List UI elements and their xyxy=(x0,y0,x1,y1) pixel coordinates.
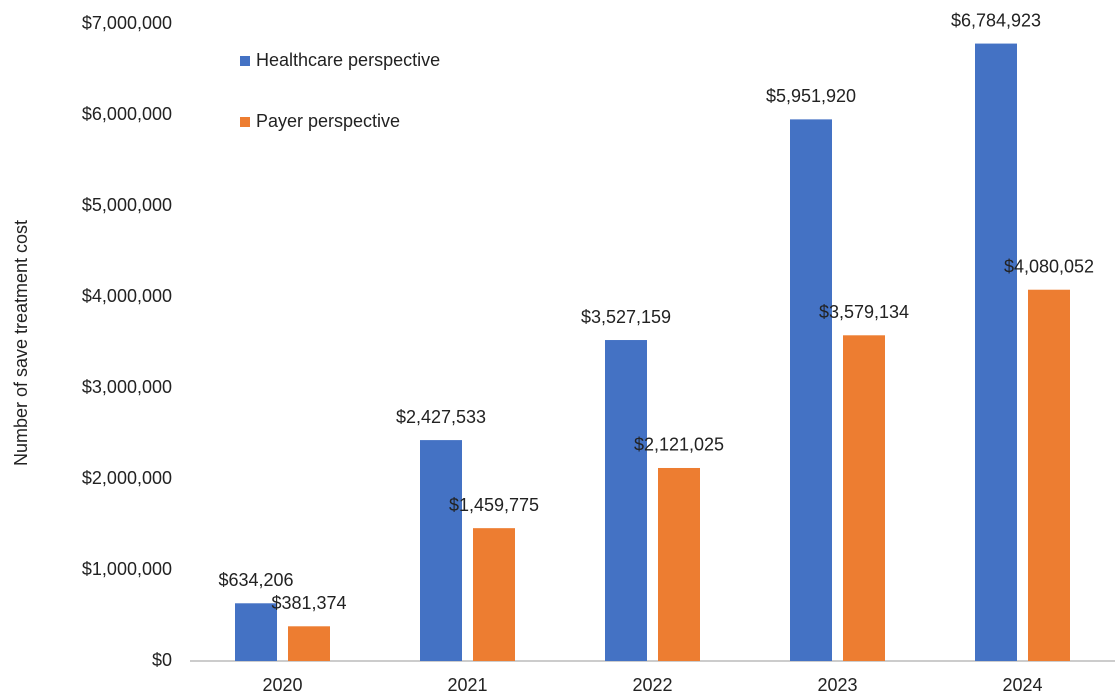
y-tick-label: $7,000,000 xyxy=(82,13,172,33)
bar xyxy=(1028,289,1070,661)
legend-label: Payer perspective xyxy=(256,111,400,131)
bar xyxy=(975,43,1017,661)
y-tick-label: $3,000,000 xyxy=(82,377,172,397)
bar xyxy=(288,626,330,661)
legend-swatch xyxy=(240,117,250,127)
x-tick-label: 2024 xyxy=(1002,675,1042,695)
x-tick-label: 2020 xyxy=(262,675,302,695)
legend-label: Healthcare perspective xyxy=(256,50,440,70)
data-label: $1,459,775 xyxy=(449,495,539,515)
bar xyxy=(605,340,647,661)
data-label: $4,080,052 xyxy=(1004,256,1094,276)
data-label: $5,951,920 xyxy=(766,86,856,106)
bar xyxy=(420,440,462,661)
bar xyxy=(658,467,700,661)
data-label: $381,374 xyxy=(271,593,346,613)
y-tick-label: $4,000,000 xyxy=(82,286,172,306)
bar xyxy=(843,335,885,661)
legend-swatch xyxy=(240,56,250,66)
data-label: $2,121,025 xyxy=(634,435,724,455)
x-tick-label: 2022 xyxy=(632,675,672,695)
y-tick-label: $0 xyxy=(152,650,172,670)
bar xyxy=(790,119,832,661)
y-tick-label: $5,000,000 xyxy=(82,195,172,215)
data-label: $6,784,923 xyxy=(951,10,1041,30)
data-label: $2,427,533 xyxy=(396,407,486,427)
data-label: $634,206 xyxy=(218,570,293,590)
x-tick-label: 2021 xyxy=(447,675,487,695)
data-label: $3,579,134 xyxy=(819,302,909,322)
data-label: $3,527,159 xyxy=(581,307,671,327)
bar xyxy=(235,603,277,661)
bar xyxy=(473,528,515,661)
y-tick-label: $2,000,000 xyxy=(82,468,172,488)
x-tick-label: 2023 xyxy=(817,675,857,695)
y-axis-label: Number of save treatment cost xyxy=(11,220,31,466)
y-tick-label: $6,000,000 xyxy=(82,104,172,124)
y-tick-label: $1,000,000 xyxy=(82,559,172,579)
